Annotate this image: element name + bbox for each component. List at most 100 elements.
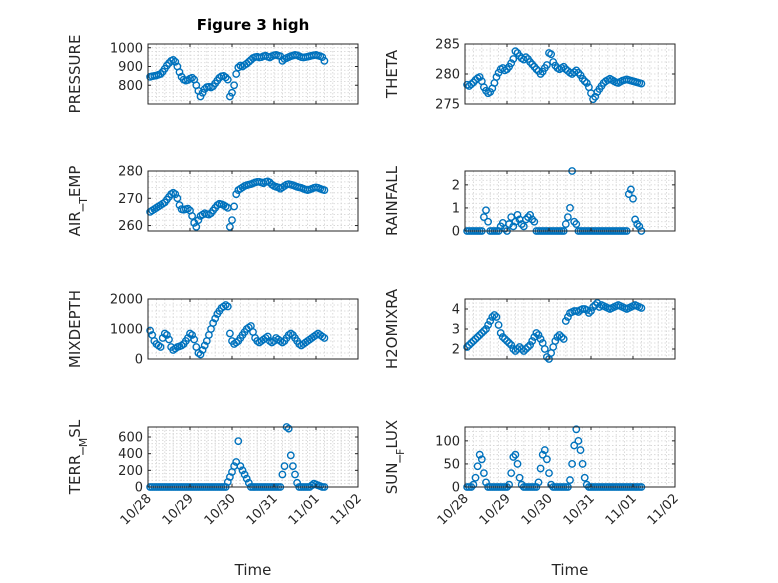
data-point bbox=[545, 469, 553, 478]
data-point bbox=[175, 201, 184, 209]
data-point bbox=[593, 299, 602, 307]
data-point bbox=[200, 341, 209, 350]
data-point bbox=[467, 80, 476, 89]
data-point bbox=[526, 210, 534, 219]
data-point bbox=[230, 202, 239, 211]
ylabel: RAINFALL bbox=[383, 165, 401, 236]
data-point bbox=[547, 50, 555, 59]
data-point bbox=[528, 337, 537, 345]
data-point bbox=[469, 337, 478, 345]
data-point bbox=[561, 220, 570, 228]
panel-air-temp: 260 270 280 AIR_TEMP bbox=[66, 165, 359, 237]
data-point bbox=[318, 53, 327, 62]
data-point bbox=[488, 313, 497, 321]
data-point bbox=[500, 224, 509, 233]
data-point bbox=[475, 331, 484, 339]
data-point bbox=[475, 73, 484, 81]
panel-pressure: 800 900 1000 PRESSURE Figure 3 high bbox=[66, 16, 359, 113]
series-markers bbox=[146, 50, 329, 101]
series-markers bbox=[146, 177, 329, 231]
y-tick-label: 0 bbox=[135, 353, 143, 368]
data-point bbox=[482, 325, 490, 333]
data-point bbox=[528, 215, 537, 224]
data-point bbox=[228, 216, 236, 224]
x-tick-label: 10/28 bbox=[118, 491, 155, 528]
x-tick-label: 10/30 bbox=[519, 491, 556, 528]
data-point bbox=[503, 337, 511, 345]
data-point bbox=[175, 68, 184, 77]
x-tick-label: 11/01 bbox=[603, 491, 640, 528]
xlabel: Time bbox=[551, 561, 589, 579]
data-point bbox=[320, 56, 329, 65]
data-point bbox=[564, 213, 572, 222]
data-point bbox=[162, 331, 171, 339]
data-point bbox=[232, 190, 241, 199]
ylabel: H2OMIXRA bbox=[383, 288, 401, 369]
data-point bbox=[543, 61, 551, 69]
y-tick-label: 400 bbox=[118, 447, 143, 462]
axes-frame bbox=[464, 170, 676, 232]
data-point bbox=[538, 450, 547, 459]
data-point bbox=[225, 329, 234, 338]
data-point bbox=[582, 79, 591, 87]
data-point bbox=[188, 331, 197, 339]
data-point bbox=[280, 462, 289, 471]
x-tick-label: 10/30 bbox=[202, 491, 239, 528]
y-tick-label: 2 bbox=[452, 178, 460, 193]
data-point bbox=[517, 220, 526, 228]
data-point bbox=[515, 473, 524, 482]
data-point bbox=[293, 478, 301, 487]
data-point bbox=[196, 92, 205, 101]
data-point bbox=[543, 455, 551, 464]
y-tick-label: 1000 bbox=[110, 41, 143, 56]
data-point bbox=[236, 462, 245, 471]
data-point bbox=[165, 335, 173, 344]
data-point bbox=[572, 220, 581, 228]
data-point bbox=[500, 335, 509, 343]
data-point bbox=[230, 81, 239, 90]
data-point bbox=[526, 341, 534, 349]
data-point bbox=[232, 458, 241, 466]
data-point bbox=[532, 329, 541, 337]
data-point bbox=[543, 353, 551, 361]
data-point bbox=[509, 222, 518, 231]
data-point bbox=[473, 462, 482, 471]
data-point bbox=[288, 462, 297, 471]
y-tick-label: 3 bbox=[452, 323, 460, 338]
y-tick-label: 100 bbox=[435, 434, 460, 449]
data-point bbox=[463, 343, 471, 351]
data-point bbox=[198, 346, 207, 354]
data-point bbox=[286, 451, 295, 460]
xlabel: Time bbox=[234, 561, 272, 579]
data-point bbox=[633, 220, 642, 228]
data-point bbox=[192, 223, 201, 231]
data-point bbox=[482, 478, 490, 487]
data-point bbox=[156, 343, 165, 351]
ylabel: AIR_TEMP bbox=[66, 166, 90, 237]
data-point bbox=[188, 212, 197, 220]
data-point bbox=[496, 329, 505, 337]
data-point bbox=[637, 304, 646, 312]
data-point bbox=[190, 335, 199, 344]
data-point bbox=[513, 210, 522, 219]
y-tick-label: 2 bbox=[452, 343, 460, 358]
data-point bbox=[234, 63, 243, 72]
data-point bbox=[507, 341, 516, 349]
data-point bbox=[284, 424, 293, 433]
data-point bbox=[564, 313, 572, 321]
data-point bbox=[171, 190, 180, 199]
data-point bbox=[169, 56, 178, 64]
y-tick-label: 0 bbox=[135, 481, 143, 496]
data-point bbox=[568, 460, 576, 468]
x-tick-label: 10/31 bbox=[561, 491, 598, 528]
data-point bbox=[225, 92, 234, 101]
x-tick-label: 10/31 bbox=[244, 491, 281, 528]
series-markers bbox=[146, 301, 329, 359]
data-point bbox=[471, 473, 480, 482]
data-point bbox=[228, 88, 236, 97]
data-point bbox=[494, 321, 503, 329]
series-markers bbox=[463, 299, 646, 363]
x-tick-label: 10/29 bbox=[160, 491, 197, 528]
